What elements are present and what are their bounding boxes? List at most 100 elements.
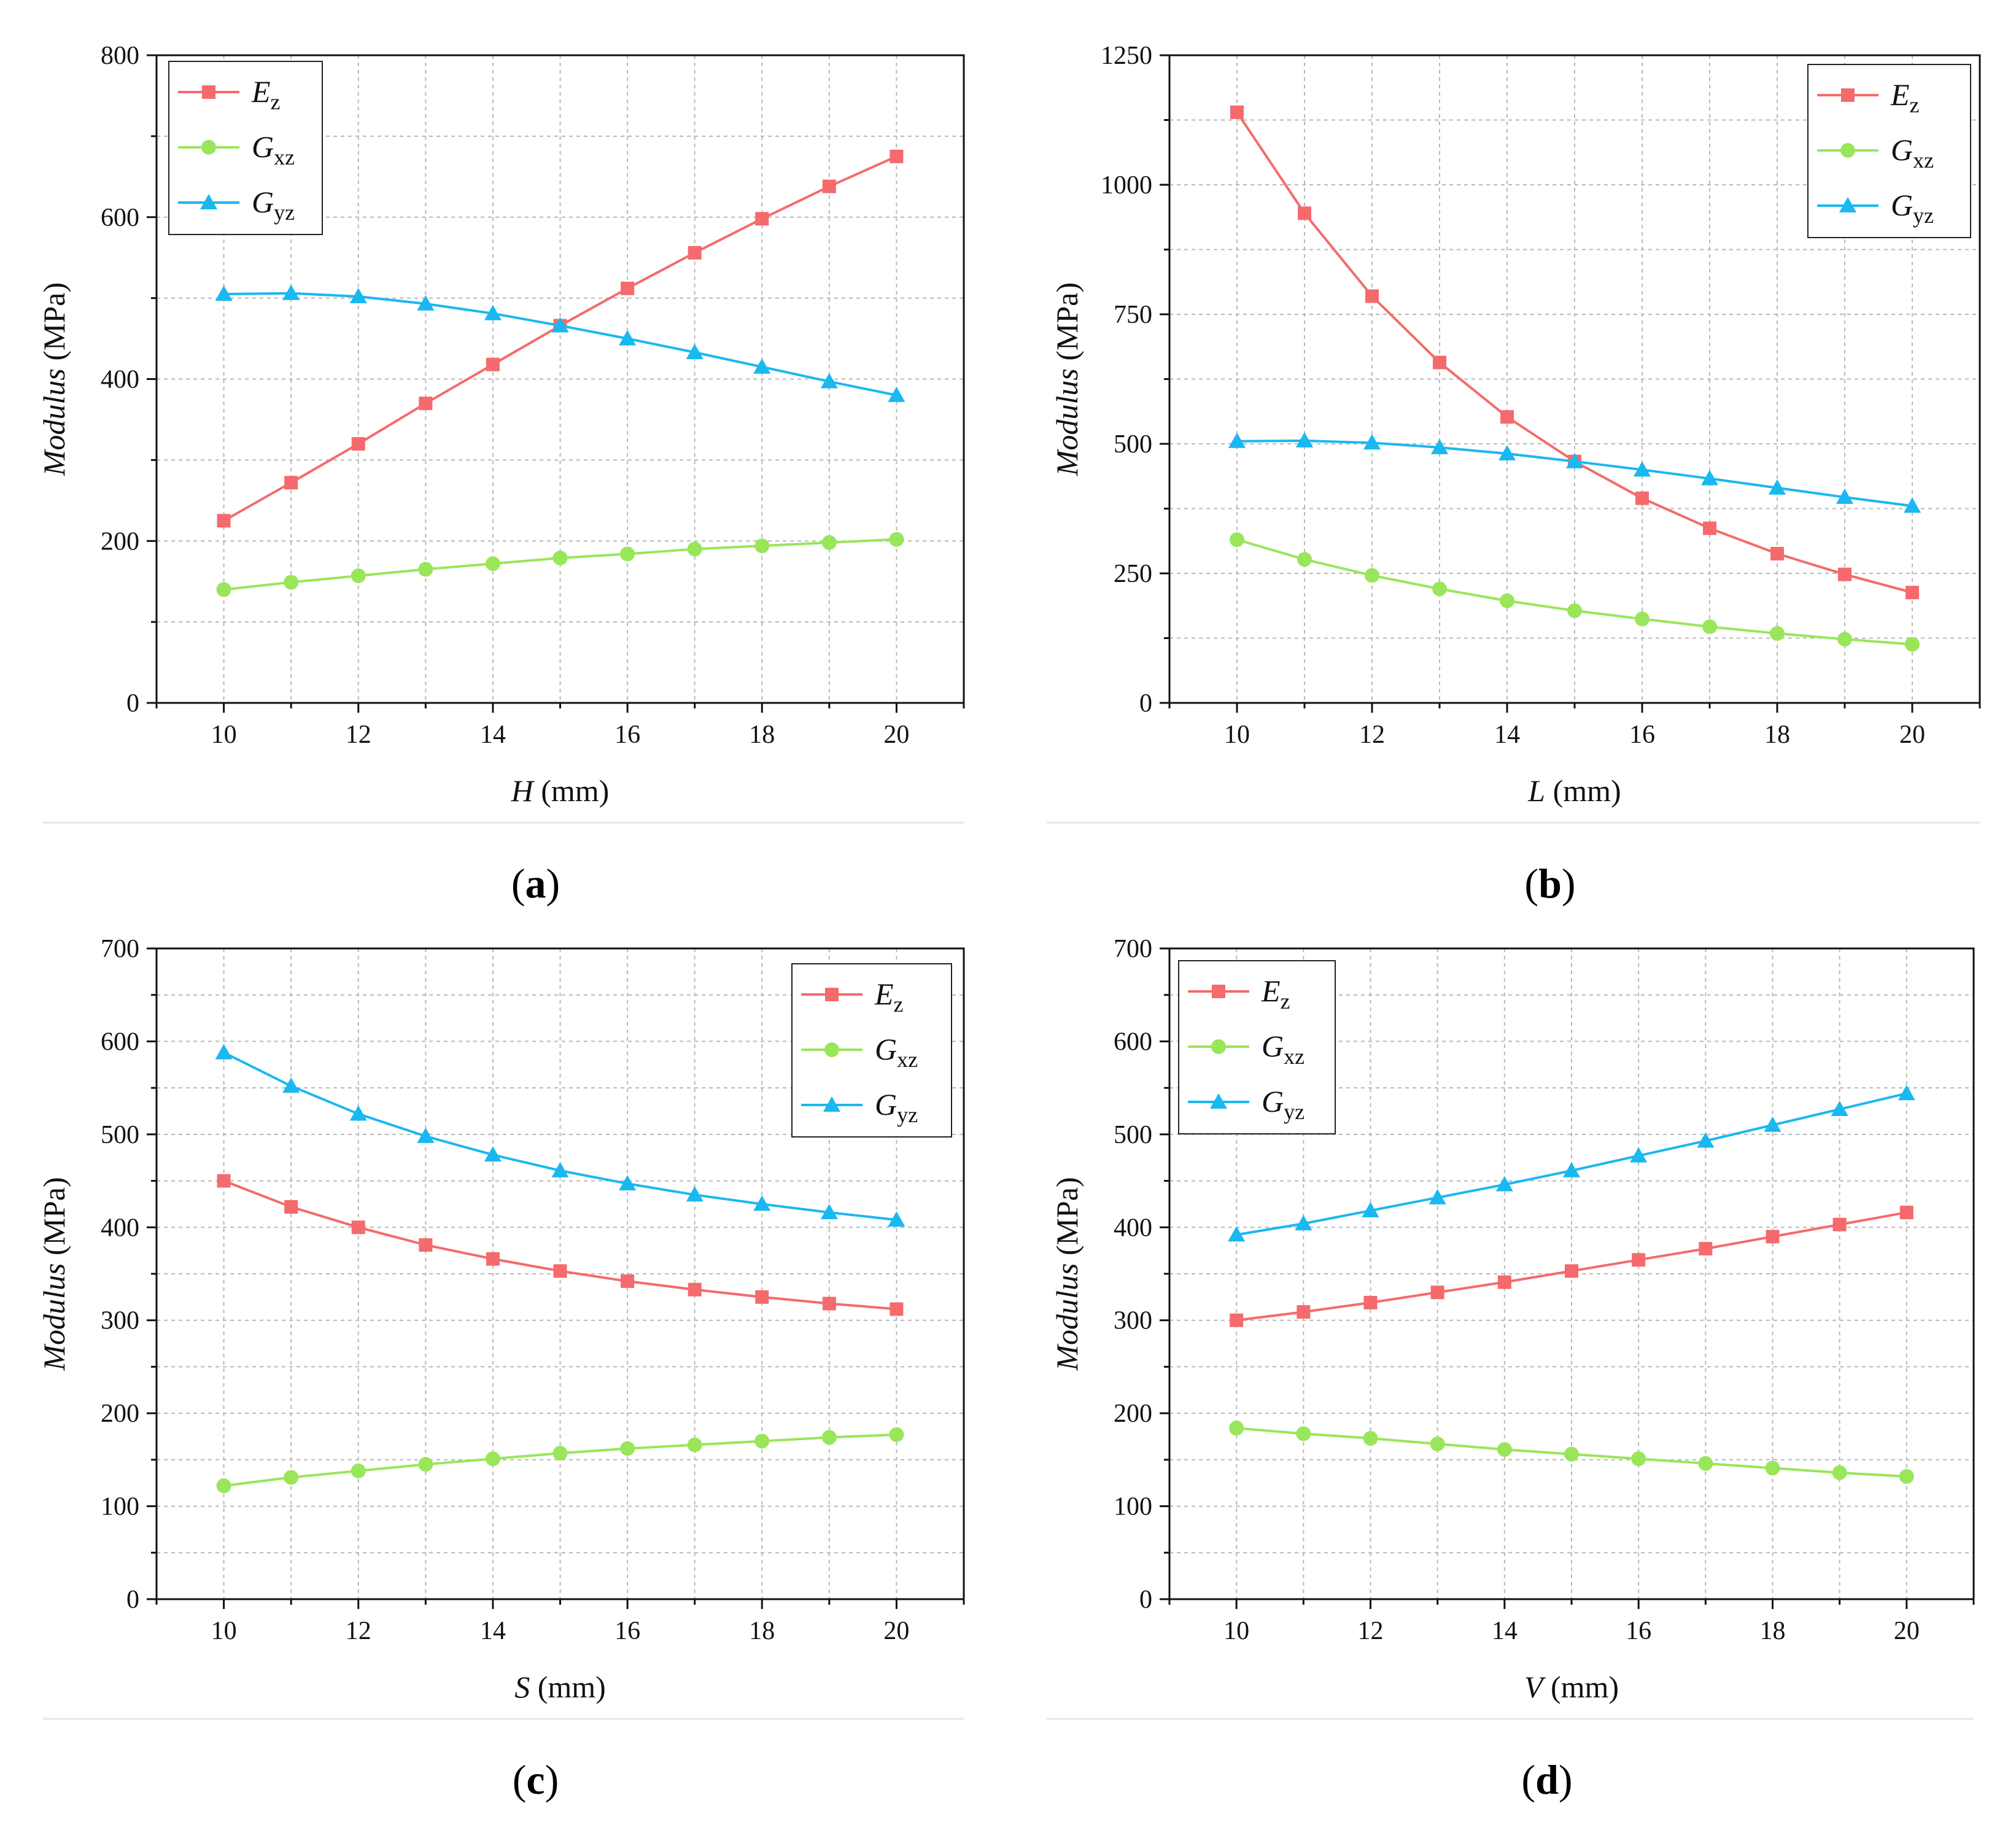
y-axis-title: Modulus (MPa)	[1050, 282, 1084, 476]
x-axis-unit: (mm)	[530, 1670, 606, 1704]
legend-subscript: z	[271, 90, 281, 114]
data-point-Gyz	[1630, 1147, 1648, 1163]
y-axis-unit: (MPa)	[1050, 282, 1084, 368]
panel-label-open: (	[513, 1756, 527, 1803]
x-tick-label: 14	[480, 1617, 506, 1645]
y-tick-label: 200	[101, 1400, 139, 1428]
data-point-Gxz	[1230, 532, 1244, 548]
data-point-Gyz	[1296, 432, 1313, 448]
panel-label-letter: c	[526, 1756, 545, 1803]
data-point-Gxz	[1497, 1442, 1512, 1457]
data-point-Gyz	[1498, 445, 1516, 461]
legend-marker	[202, 85, 215, 99]
series-Gyz	[215, 284, 905, 402]
data-point-Ez	[1906, 586, 1919, 600]
data-point-Gyz	[1769, 479, 1786, 495]
data-point-Ez	[1635, 491, 1649, 505]
legend-marker	[1210, 1093, 1227, 1109]
data-point-Ez	[822, 179, 836, 193]
y-tick-label: 0	[126, 689, 139, 718]
data-point-Ez	[1500, 410, 1514, 424]
legend-item-Gyz: Gyz	[1188, 1084, 1305, 1124]
data-point-Gxz	[284, 1470, 299, 1485]
y-tick-label: 600	[101, 1028, 139, 1056]
panel-label-close: )	[1562, 860, 1576, 907]
data-point-Ez	[419, 397, 433, 411]
legend-marker	[825, 988, 839, 1001]
data-point-Gxz	[821, 535, 837, 550]
data-point-Gxz	[1832, 1465, 1847, 1481]
data-point-Gyz	[1362, 1202, 1379, 1218]
legend-item-Ez: Ez	[178, 74, 281, 114]
data-point-Gxz	[754, 538, 770, 554]
legend-label: Gxz	[875, 1032, 918, 1072]
data-point-Gyz	[1904, 497, 1921, 513]
series-Gyz	[1228, 1085, 1915, 1242]
x-tick-label: 18	[1760, 1617, 1786, 1645]
data-point-Ez	[1365, 289, 1379, 303]
data-point-Ez	[1838, 567, 1851, 581]
x-tick-label: 18	[749, 1617, 775, 1645]
data-point-Gyz	[1831, 1100, 1848, 1116]
data-point-Gyz	[282, 284, 300, 300]
x-tick-label: 12	[1358, 1617, 1384, 1645]
x-axis-variable: H	[511, 773, 535, 808]
data-point-Gyz	[619, 1175, 637, 1191]
data-point-Ez	[1363, 1295, 1378, 1309]
legend-item-Ez: Ez	[801, 977, 904, 1017]
series-Gyz	[215, 1044, 905, 1227]
data-point-Ez	[1766, 1230, 1780, 1244]
legend-letter: E	[1261, 974, 1281, 1008]
series-line-Gxz	[1236, 538, 1913, 646]
legend-subscript: xz	[1284, 1044, 1305, 1069]
x-axis-unit: (mm)	[1545, 773, 1621, 808]
y-tick-label: 300	[1114, 1307, 1152, 1335]
data-point-Gxz	[687, 1437, 702, 1452]
data-point-Ez	[1430, 1285, 1444, 1300]
data-point-Ez	[1770, 546, 1784, 560]
x-tick-label: 20	[1899, 721, 1925, 749]
data-point-Ez	[217, 1174, 231, 1188]
x-axis-title: H (mm)	[511, 773, 610, 808]
data-point-Gxz	[1432, 581, 1447, 597]
x-axis-variable: L	[1527, 773, 1545, 808]
data-point-Gxz	[552, 550, 568, 565]
legend-letter: G	[252, 185, 274, 219]
legend-item-Gxz: Gxz	[1188, 1029, 1305, 1069]
data-point-Gxz	[1567, 603, 1582, 618]
y-tick-label: 200	[1114, 1400, 1152, 1428]
data-point-Gyz	[484, 304, 502, 320]
data-point-Ez	[1899, 1206, 1913, 1220]
legend-label: Gyz	[252, 185, 295, 225]
data-point-Gyz	[1764, 1116, 1781, 1132]
legend-letter: G	[875, 1087, 897, 1122]
data-point-Ez	[1699, 1242, 1713, 1256]
data-point-Ez	[755, 212, 769, 226]
data-point-Ez	[486, 1252, 500, 1266]
legend-label: Ez	[1261, 974, 1290, 1014]
legend-letter: G	[1262, 1084, 1284, 1118]
data-point-Gyz	[417, 1127, 435, 1143]
data-point-Gyz	[282, 1077, 300, 1093]
y-tick-label: 500	[1114, 1121, 1152, 1149]
x-tick-label: 20	[883, 721, 909, 749]
legend-marker	[824, 1042, 839, 1057]
series-line-Gyz	[1236, 439, 1913, 508]
x-axis-title: L (mm)	[1527, 773, 1621, 808]
data-point-Ez	[1632, 1253, 1646, 1267]
data-point-Gxz	[284, 575, 299, 590]
x-axis-unit: (mm)	[533, 773, 610, 808]
legend-label: Gyz	[1891, 188, 1934, 228]
data-point-Gxz	[1564, 1446, 1579, 1462]
y-tick-label: 700	[101, 935, 139, 963]
legend-subscript: yz	[1913, 203, 1934, 228]
y-tick-label: 600	[101, 204, 139, 232]
x-tick-label: 12	[346, 1617, 371, 1645]
data-point-Gyz	[484, 1146, 502, 1162]
data-point-Ez	[1230, 105, 1244, 119]
